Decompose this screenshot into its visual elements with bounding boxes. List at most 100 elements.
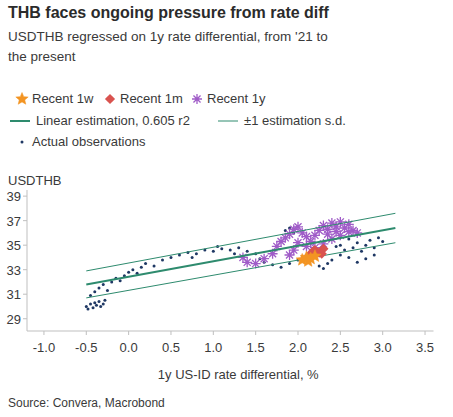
x-tick	[86, 331, 87, 335]
point	[246, 250, 249, 253]
point	[97, 300, 100, 303]
legend-swatch	[16, 93, 28, 105]
point	[381, 240, 384, 243]
point	[106, 289, 109, 292]
point	[364, 257, 367, 260]
point	[86, 307, 89, 310]
y-tick-label: 31	[7, 287, 21, 302]
y-tick-label: 33	[7, 263, 21, 278]
point	[288, 262, 291, 265]
x-tick-label: -1.0	[33, 340, 55, 355]
y-tick-label: 37	[7, 214, 21, 229]
point	[99, 305, 102, 308]
y-tick	[23, 245, 27, 246]
x-tick	[425, 331, 426, 335]
point	[360, 250, 363, 253]
x-tick	[255, 331, 256, 335]
point	[169, 256, 172, 259]
point	[339, 253, 342, 256]
x-tick	[128, 331, 129, 335]
point	[356, 241, 359, 244]
point	[144, 262, 147, 265]
subtitle: USDTHB regressed on 1y rate differential…	[8, 27, 338, 67]
point	[330, 258, 333, 261]
x-tick-label: 0.5	[162, 340, 180, 355]
point	[97, 287, 100, 290]
y-tick	[23, 318, 27, 319]
point	[322, 267, 325, 270]
x-tick	[340, 331, 341, 335]
point	[373, 253, 376, 256]
point	[347, 238, 350, 241]
point	[85, 305, 88, 308]
x-tick	[382, 331, 383, 335]
title: THB faces ongoing pressure from rate dif…	[8, 4, 329, 22]
point	[102, 303, 105, 306]
point	[285, 250, 295, 260]
x-tick-label: 2.5	[331, 340, 349, 355]
legend-label: Recent 1w	[32, 91, 94, 106]
x-tick	[298, 331, 299, 335]
point	[127, 271, 130, 274]
point	[280, 266, 283, 269]
x-tick-label: 3.0	[374, 340, 392, 355]
point	[229, 249, 232, 252]
y-tick	[23, 294, 27, 295]
point	[323, 229, 333, 239]
legend-label: Recent 1m	[120, 91, 183, 106]
point	[331, 227, 341, 237]
plot-area	[85, 213, 396, 310]
y-tick-label: 29	[7, 312, 21, 327]
source: Source: Convera, Macrobond	[8, 396, 165, 410]
point	[93, 290, 96, 293]
point	[195, 252, 198, 255]
x-tick	[43, 331, 44, 335]
x-tick-label: 2.0	[289, 340, 307, 355]
point	[368, 239, 371, 242]
legend-swatch	[192, 94, 202, 104]
x-tick	[213, 331, 214, 335]
point	[377, 236, 380, 239]
y-tick	[23, 269, 27, 270]
y-tick-label: 39	[7, 189, 21, 204]
point	[92, 306, 95, 309]
point	[89, 303, 92, 306]
point	[103, 299, 106, 302]
point	[237, 246, 240, 249]
point	[293, 222, 303, 232]
x-tick-label: 3.5	[416, 340, 434, 355]
legend-label: ±1 estimation s.d.	[244, 113, 346, 128]
x-tick-label: 1.0	[204, 340, 222, 355]
line	[86, 213, 395, 271]
point	[364, 244, 367, 247]
point	[335, 245, 338, 248]
point	[318, 265, 321, 268]
x-axis-label: 1y US-ID rate differential, %	[158, 367, 319, 382]
point	[347, 256, 350, 259]
legend-swatch	[105, 94, 115, 104]
point	[102, 283, 105, 286]
point	[233, 252, 236, 255]
point	[93, 301, 96, 304]
x-tick-label: -0.5	[75, 340, 97, 355]
point	[220, 247, 223, 250]
legend-label: Linear estimation, 0.605 r2	[36, 113, 190, 128]
legend-swatch	[10, 120, 30, 122]
point	[131, 268, 134, 271]
point	[95, 304, 98, 307]
point	[212, 250, 215, 253]
x-tick	[170, 331, 171, 335]
point	[339, 244, 342, 247]
legend-swatch	[21, 141, 24, 144]
point	[326, 262, 329, 265]
point	[140, 266, 143, 269]
y-tick-label: 35	[7, 238, 21, 253]
point	[161, 258, 164, 261]
point	[153, 265, 156, 268]
point	[302, 255, 314, 267]
point	[356, 261, 359, 264]
point	[352, 246, 355, 249]
legend-swatch	[218, 121, 238, 122]
point	[259, 254, 269, 264]
y-axis-label: USDTHB	[8, 173, 61, 188]
